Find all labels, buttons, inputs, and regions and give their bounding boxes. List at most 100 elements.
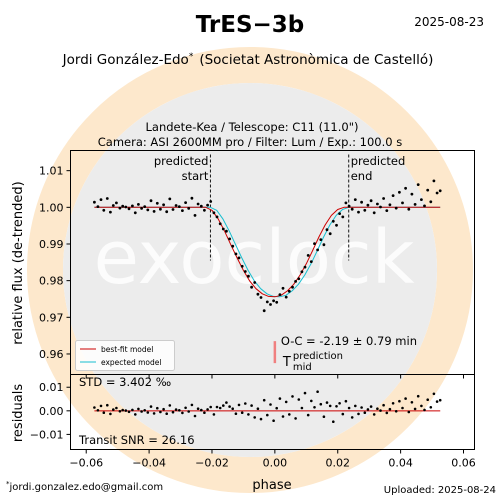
residual-y-tick-label: −0.01	[30, 428, 64, 441]
tmid-label: T	[282, 355, 291, 370]
predicted-end-label-2: end	[351, 169, 373, 183]
flux-point	[394, 206, 398, 210]
residual-point	[328, 404, 332, 408]
x-axis-label: phase	[252, 478, 291, 493]
residual-point	[218, 406, 222, 410]
flux-point	[105, 197, 109, 200]
residual-point	[115, 406, 118, 410]
flux-point	[335, 223, 338, 227]
residual-point	[262, 398, 266, 402]
residual-point	[250, 404, 253, 407]
residual-point	[253, 416, 256, 419]
flux-point	[382, 197, 385, 200]
snr-annotation: Transit SNR = 26.16	[78, 433, 195, 447]
residual-point	[407, 410, 411, 414]
residual-point	[112, 408, 115, 411]
flux-point	[426, 188, 430, 192]
flux-point	[259, 296, 263, 299]
residual-point	[272, 419, 275, 423]
residual-point	[178, 409, 181, 412]
watermark-ring	[27, 47, 473, 493]
y-tick-label: 0.96	[39, 348, 64, 361]
author-affiliation: (Societat Astronòmica de Castelló)	[199, 52, 433, 68]
residual-y-tick-label: 0.00	[39, 405, 64, 418]
flux-point	[344, 201, 348, 205]
flux-point	[438, 189, 442, 193]
flux-point	[407, 207, 411, 211]
residual-point	[159, 410, 162, 414]
residual-point	[106, 403, 109, 407]
residual-point	[231, 407, 234, 411]
residual-point	[435, 400, 439, 403]
residual-point	[372, 413, 376, 416]
residual-point	[146, 411, 150, 414]
residual-point	[149, 405, 153, 408]
flux-point	[357, 210, 360, 214]
flux-point	[131, 204, 134, 208]
flux-point	[366, 203, 370, 207]
flux-point	[155, 201, 159, 205]
flux-point	[347, 204, 351, 208]
flux-point	[253, 281, 257, 284]
y-axis-label: relative flux (de-trended)	[11, 181, 26, 344]
flux-point	[247, 274, 250, 278]
author-line: Jordi González-Edo* (Societat Astronòmica…	[62, 52, 434, 68]
flux-point	[165, 210, 169, 214]
flux-point	[218, 222, 222, 226]
predicted-start-label-2: start	[182, 169, 209, 183]
flux-point	[413, 203, 417, 206]
flux-point	[96, 205, 100, 209]
flux-point	[184, 201, 188, 205]
residual-point	[121, 408, 124, 412]
residual-point	[316, 390, 319, 394]
residual-point	[376, 407, 379, 411]
chart-legend: best-fit model expected model	[75, 340, 175, 371]
residual-point	[350, 416, 354, 419]
flux-point	[404, 186, 407, 190]
y-tick-label: 0.98	[39, 275, 64, 288]
residual-point	[344, 399, 348, 403]
x-tick-label: −0.02	[195, 457, 229, 470]
watermark-text: exoclock	[93, 215, 414, 301]
residual-point	[385, 411, 389, 415]
residual-point	[152, 412, 156, 415]
flux-point	[420, 198, 423, 202]
flux-point	[240, 264, 244, 268]
flux-point	[423, 204, 426, 208]
residual-point	[200, 408, 203, 412]
flux-point	[190, 196, 194, 200]
flux-point	[265, 300, 269, 304]
residual-point	[193, 414, 197, 418]
residuals-y-ticks: −0.01 0.00 0.01	[30, 381, 71, 441]
residual-point	[165, 412, 168, 416]
flux-point	[177, 205, 181, 209]
residual-point	[244, 402, 247, 405]
residual-point	[124, 409, 128, 412]
residual-point	[319, 402, 323, 406]
flux-point	[109, 210, 112, 214]
flux-point	[401, 201, 404, 205]
light-curve-panel: 0.960.970.980.991.001.01 predictedstartp…	[11, 150, 475, 379]
residual-point	[162, 407, 165, 411]
flux-point	[297, 277, 301, 281]
residual-point	[181, 411, 184, 415]
flux-point	[294, 280, 297, 283]
residual-point	[379, 409, 382, 412]
residual-point	[404, 397, 407, 400]
flux-point	[275, 300, 279, 304]
std-annotation: STD = 3.402 ‰	[79, 375, 171, 389]
flux-point	[162, 203, 166, 207]
residual-point	[196, 407, 200, 411]
residual-point	[332, 420, 335, 424]
residual-point	[127, 410, 131, 414]
residual-point	[269, 403, 272, 406]
residual-point	[410, 401, 414, 404]
flux-point	[118, 206, 122, 210]
flux-point	[300, 270, 304, 274]
residual-point	[259, 417, 263, 421]
residual-point	[306, 413, 310, 417]
residual-point	[234, 412, 238, 416]
flux-point	[331, 219, 335, 223]
flux-point	[234, 252, 238, 256]
residual-point	[187, 410, 190, 413]
